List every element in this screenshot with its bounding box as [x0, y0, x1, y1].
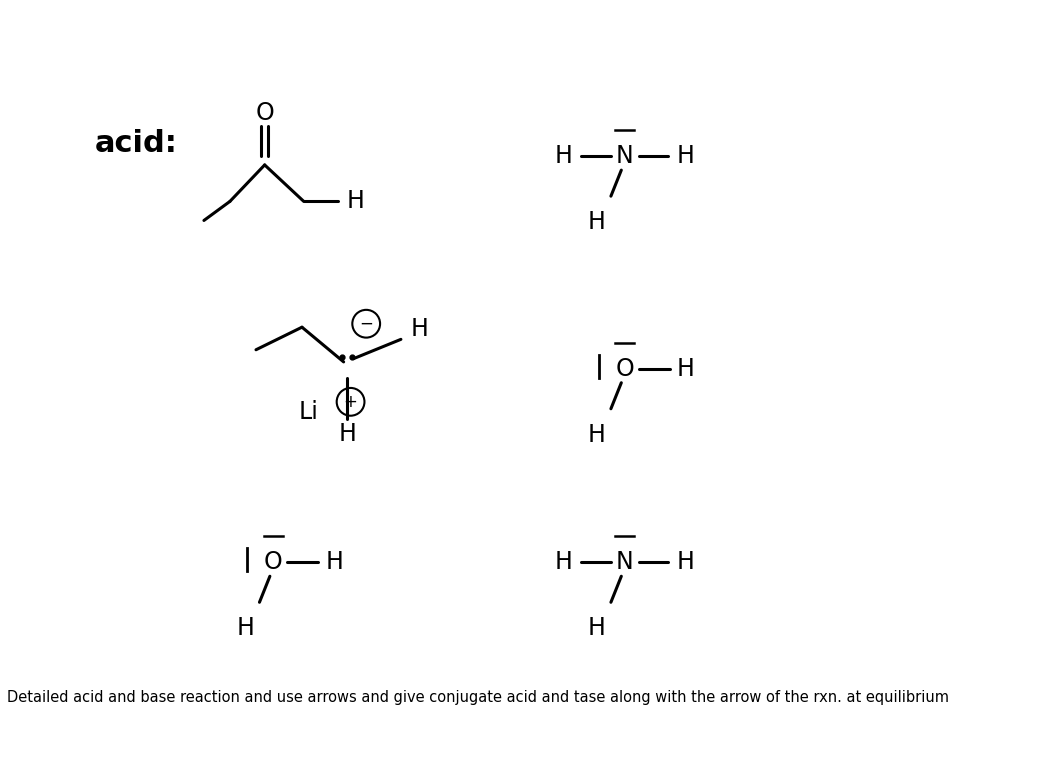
- Text: Li: Li: [299, 400, 319, 424]
- Text: O: O: [264, 550, 283, 575]
- Text: N: N: [616, 550, 634, 575]
- Text: H: H: [325, 550, 343, 575]
- Text: acid:: acid:: [95, 129, 178, 158]
- Text: H: H: [237, 616, 255, 640]
- Text: H: H: [555, 550, 573, 575]
- Text: H: H: [677, 550, 695, 575]
- Text: H: H: [339, 422, 356, 446]
- Text: H: H: [588, 423, 606, 447]
- Text: O: O: [256, 101, 274, 125]
- Text: H: H: [677, 357, 695, 381]
- Text: N: N: [616, 144, 634, 168]
- Text: H: H: [588, 210, 606, 234]
- Text: H: H: [347, 190, 365, 213]
- Text: O: O: [615, 357, 634, 381]
- Text: Detailed acid and base reaction and use arrows and give conjugate acid and tase : Detailed acid and base reaction and use …: [7, 690, 948, 705]
- Text: H: H: [677, 144, 695, 168]
- Text: H: H: [411, 317, 429, 341]
- Text: H: H: [555, 144, 573, 168]
- Text: −: −: [359, 315, 373, 333]
- Text: +: +: [344, 393, 357, 411]
- Text: H: H: [588, 616, 606, 640]
